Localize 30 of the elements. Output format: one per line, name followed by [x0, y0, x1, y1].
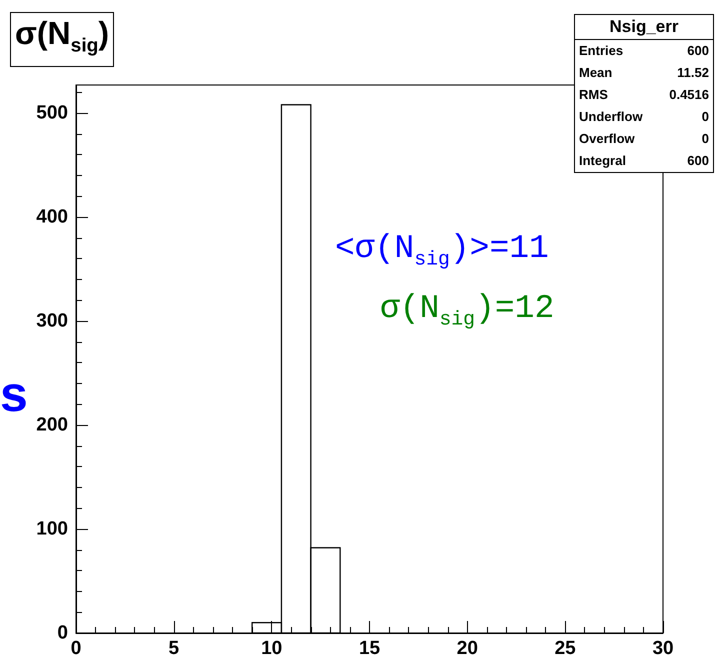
annotation: σ(N$_{sig}$)=12	[380, 290, 554, 331]
text: Entries	[579, 43, 624, 59]
chart-title: σ(N$_{sig}$)	[10, 12, 114, 68]
annotation: Underflow	[579, 109, 643, 125]
y-tick-label: 0	[57, 622, 68, 644]
text: Mean	[579, 65, 612, 81]
text: Nsig_err	[575, 15, 713, 40]
text: 0	[702, 131, 709, 147]
x-tick-label: 10	[261, 638, 282, 659]
text: 600	[687, 153, 709, 169]
text: 0	[702, 109, 709, 125]
y-axis-title: s	[0, 365, 28, 423]
text: 600	[687, 43, 709, 59]
y-tick-label: 300	[36, 310, 68, 332]
text: 11.52	[677, 65, 709, 81]
y-tick-label: 200	[36, 414, 68, 436]
y-tick-label: 500	[36, 102, 68, 124]
text: 0.4516	[669, 87, 709, 103]
x-tick-label: 0	[70, 638, 82, 659]
x-tick-label: 5	[168, 638, 180, 659]
annotation: <σ(N$_{sig}$)>=11	[335, 230, 549, 271]
annotation: Integral	[579, 153, 626, 169]
y-tick-label: 100	[36, 518, 68, 540]
x-tick-label: 25	[554, 638, 576, 659]
annotation: Overflow	[579, 131, 635, 147]
x-tick-label: 30	[652, 638, 674, 659]
x-tick-label: 20	[456, 638, 478, 659]
y-tick-label: 400	[36, 206, 68, 228]
x-tick-label: 15	[358, 638, 380, 659]
annotation: RMS	[579, 87, 608, 103]
